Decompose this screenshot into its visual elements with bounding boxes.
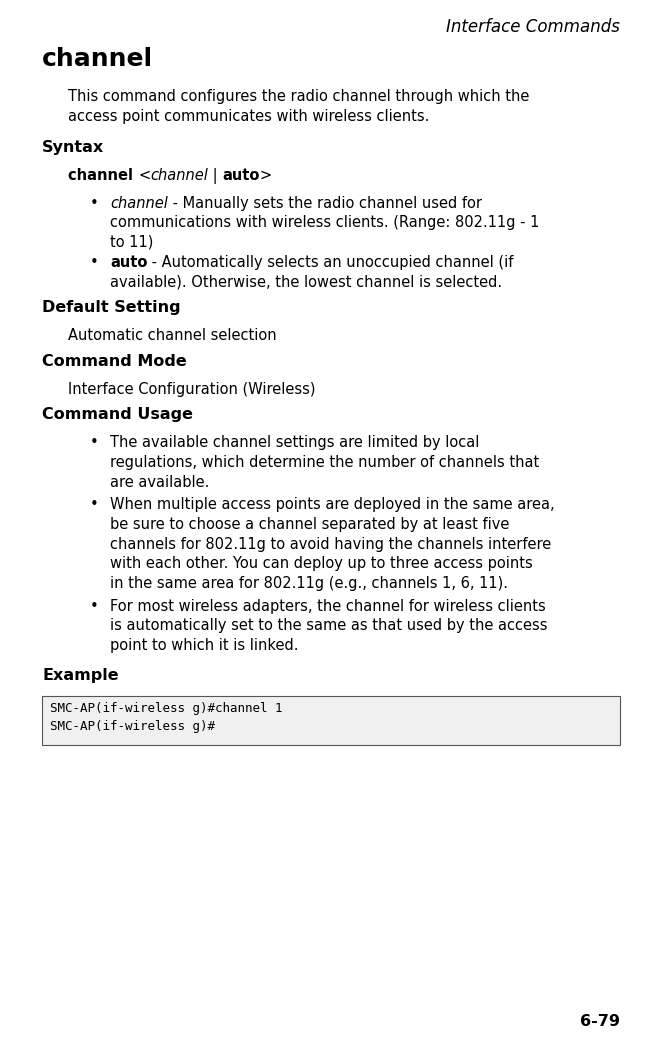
Text: Default Setting: Default Setting [42, 299, 180, 315]
Text: 6-79: 6-79 [580, 1013, 620, 1029]
Text: regulations, which determine the number of channels that: regulations, which determine the number … [110, 455, 539, 470]
Text: - Manually sets the radio channel used for: - Manually sets the radio channel used f… [168, 196, 482, 210]
Text: channels for 802.11g to avoid having the channels interfere: channels for 802.11g to avoid having the… [110, 537, 551, 552]
Text: to 11): to 11) [110, 235, 154, 250]
Text: This command configures the radio channel through which the: This command configures the radio channe… [68, 89, 529, 104]
Text: SMC-AP(if-wireless g)#: SMC-AP(if-wireless g)# [50, 720, 215, 733]
Text: |: | [208, 169, 222, 184]
Text: auto: auto [222, 169, 260, 183]
Text: channel: channel [150, 169, 208, 183]
Text: •: • [90, 497, 99, 512]
Text: channel: channel [110, 196, 168, 210]
Text: auto: auto [110, 254, 148, 270]
Text: •: • [90, 599, 99, 614]
Text: point to which it is linked.: point to which it is linked. [110, 638, 298, 653]
Text: >: > [260, 169, 272, 183]
Text: is automatically set to the same as that used by the access: is automatically set to the same as that… [110, 619, 548, 633]
Text: access point communicates with wireless clients.: access point communicates with wireless … [68, 109, 430, 124]
Text: available). Otherwise, the lowest channel is selected.: available). Otherwise, the lowest channe… [110, 274, 502, 289]
Text: Interface Configuration (Wireless): Interface Configuration (Wireless) [68, 381, 316, 397]
Text: The available channel settings are limited by local: The available channel settings are limit… [110, 436, 480, 450]
Text: Interface Commands: Interface Commands [446, 18, 620, 36]
FancyBboxPatch shape [42, 695, 620, 745]
Text: •: • [90, 436, 99, 450]
Text: in the same area for 802.11g (e.g., channels 1, 6, 11).: in the same area for 802.11g (e.g., chan… [110, 576, 508, 591]
Text: SMC-AP(if-wireless g)#channel 1: SMC-AP(if-wireless g)#channel 1 [50, 701, 283, 715]
Text: channel: channel [42, 47, 153, 71]
Text: Command Usage: Command Usage [42, 407, 193, 422]
Text: with each other. You can deploy up to three access points: with each other. You can deploy up to th… [110, 556, 533, 572]
Text: •: • [90, 196, 99, 210]
Text: be sure to choose a channel separated by at least five: be sure to choose a channel separated by… [110, 517, 509, 532]
Text: Automatic channel selection: Automatic channel selection [68, 328, 277, 343]
Text: Syntax: Syntax [42, 140, 104, 155]
Text: <: < [138, 169, 150, 183]
Text: When multiple access points are deployed in the same area,: When multiple access points are deployed… [110, 497, 554, 512]
Text: For most wireless adapters, the channel for wireless clients: For most wireless adapters, the channel … [110, 599, 546, 614]
Text: Example: Example [42, 668, 119, 683]
Text: •: • [90, 254, 99, 270]
Text: Command Mode: Command Mode [42, 354, 187, 369]
Text: - Automatically selects an unoccupied channel (if: - Automatically selects an unoccupied ch… [148, 254, 514, 270]
Text: are available.: are available. [110, 474, 209, 490]
Text: channel: channel [68, 169, 138, 183]
Text: communications with wireless clients. (Range: 802.11g - 1: communications with wireless clients. (R… [110, 216, 539, 230]
